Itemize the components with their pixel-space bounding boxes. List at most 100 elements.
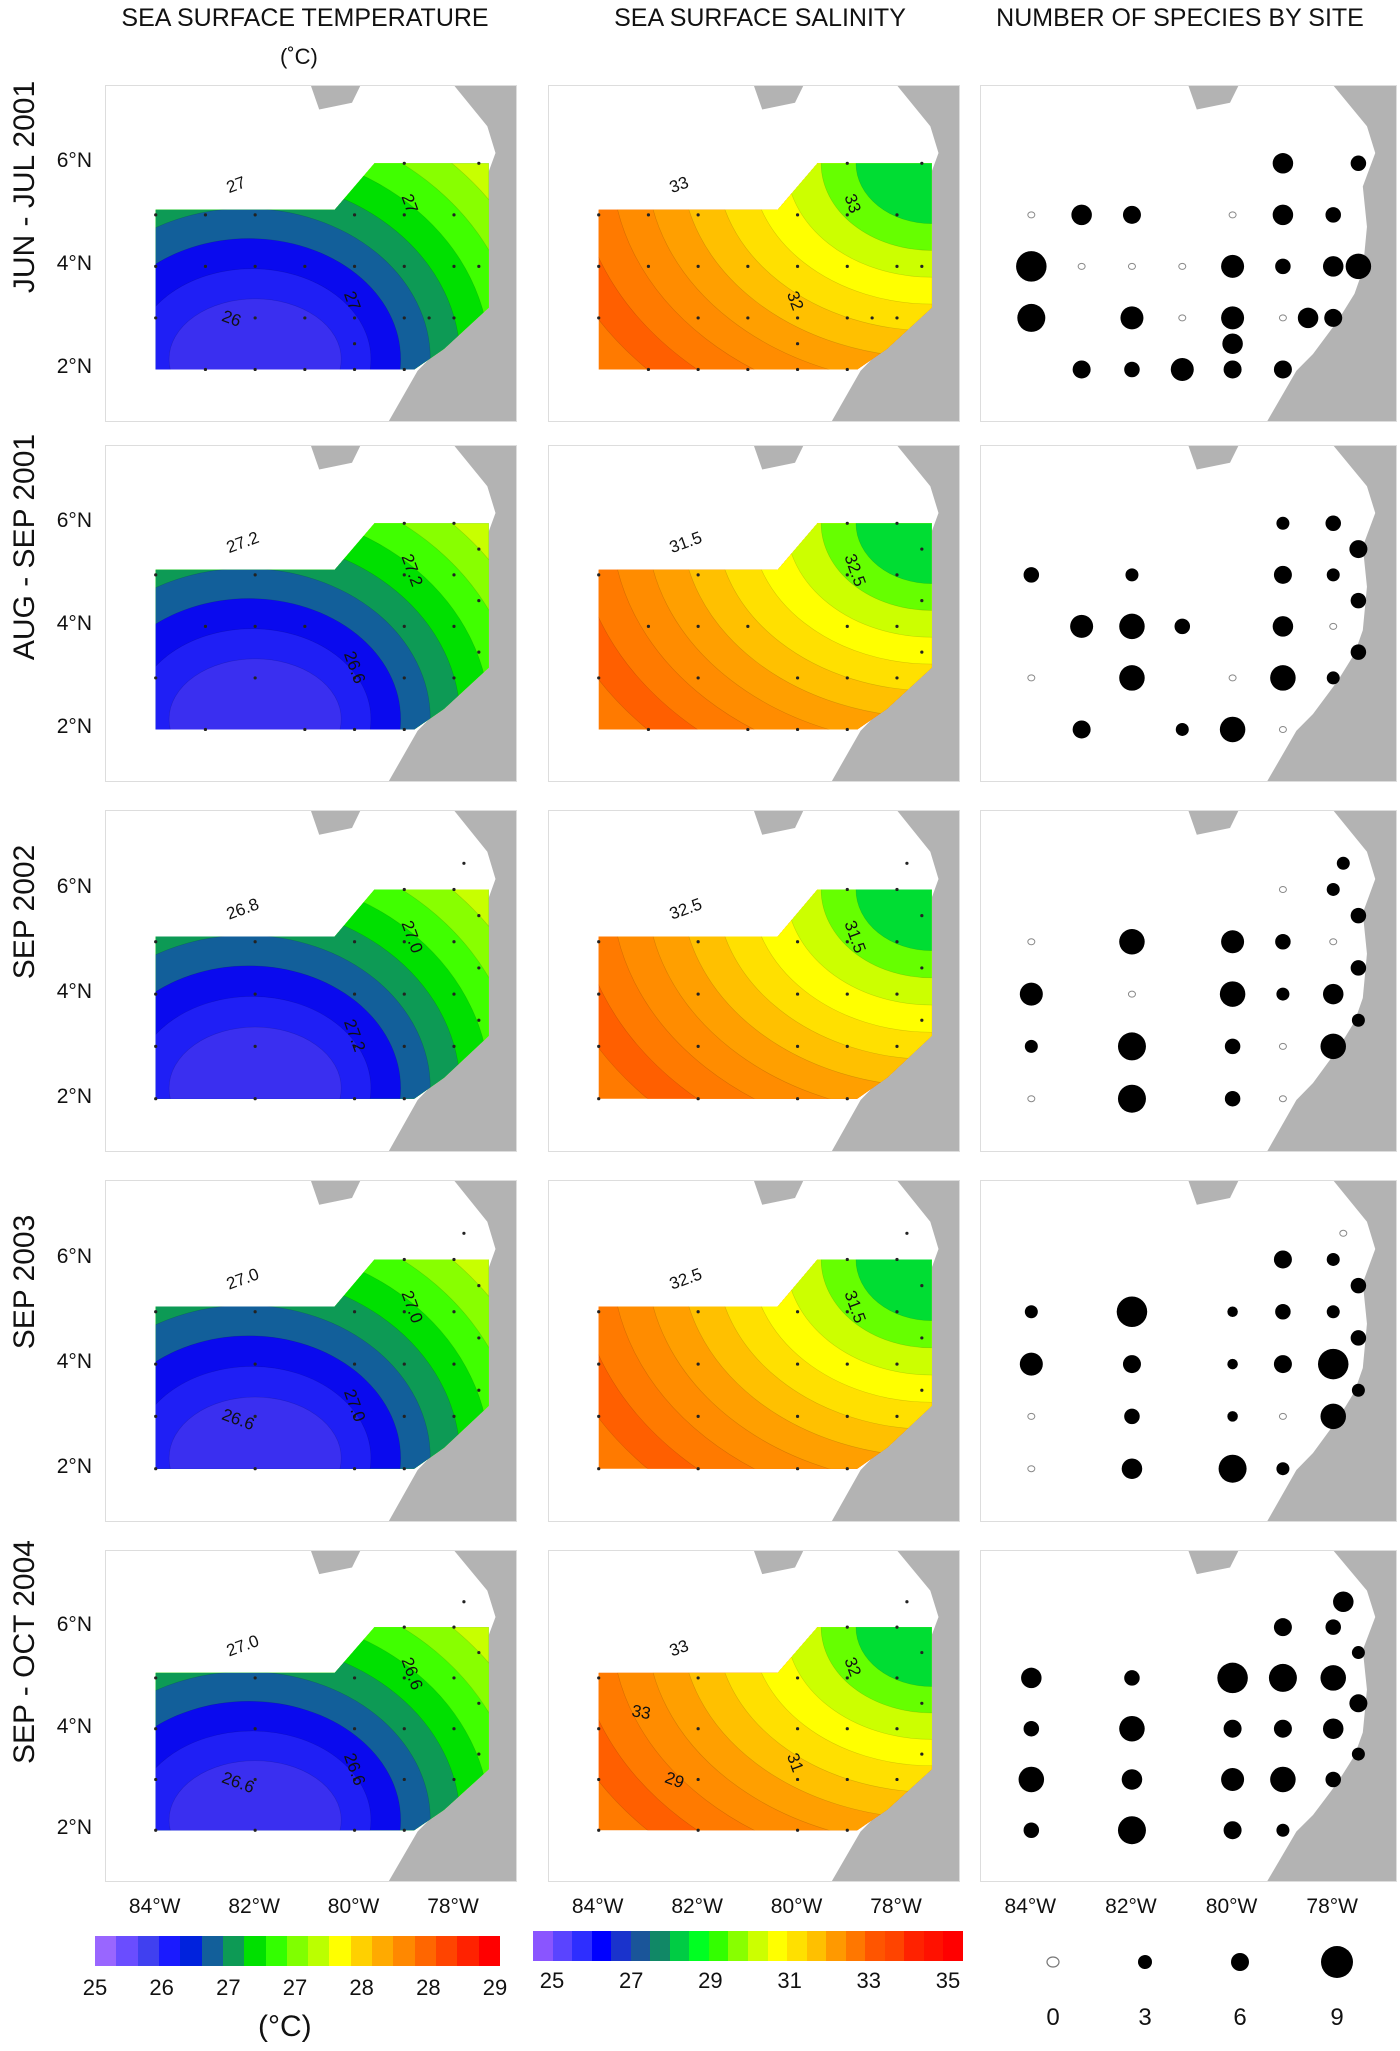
species-marker-zero [1228,211,1237,219]
station-dot [154,676,158,680]
species-marker [1320,1403,1346,1430]
station-dot [154,992,158,996]
station-dot [646,727,651,732]
sst-panel-4: 27.0 27.0 27.0 26.6 [105,1180,517,1522]
sst-contour-field [155,523,489,730]
species-marker [1124,1670,1140,1686]
colorbar-swatch [457,1936,479,1966]
species-marker [1273,1250,1292,1269]
station-dot [303,264,307,268]
station-dot [452,1362,456,1366]
colorbar-swatch [393,1936,415,1966]
sst-colorbar-unit: (°C) [258,2010,312,2043]
species-marker [1023,1720,1040,1737]
station-dot [895,521,899,525]
species-marker [1273,565,1292,584]
station-dot [402,1625,406,1629]
colorbar-swatch [350,1936,373,1966]
y-tick-label: 4°N [56,1714,92,1738]
species-marker [1276,1823,1290,1837]
land-island [311,1551,361,1575]
species-marker-zero [1339,1229,1348,1237]
species-marker [1071,204,1092,226]
species-marker [1119,1715,1145,1742]
land-coast [388,446,516,781]
species-marker [1326,882,1340,896]
station-dot [477,650,481,654]
station-dot [597,1362,601,1366]
station-dot [597,264,601,268]
species-panel-1 [980,85,1397,422]
colorbar-swatch [806,1931,827,1961]
station-dot [352,1676,357,1680]
station-dot [477,1752,481,1756]
species-marker [1023,567,1040,583]
colorbar-tick-label: 25 [539,1968,565,1993]
x-tick-label: 80°W [327,1895,380,1918]
species-marker [1124,1408,1140,1425]
station-dot [895,316,899,320]
land-island [311,86,361,110]
species-marker [1324,308,1343,327]
station-dot [427,316,431,320]
contour-label: 27.2 [224,528,262,557]
station-dot [845,727,849,732]
species-marker [1326,671,1340,685]
station-dot [597,992,601,996]
station-dot [845,1362,849,1366]
colorbar-swatch [95,1936,117,1966]
species-marker [1320,1665,1346,1691]
sss-panel-5: 33 32 31 29 33 [548,1550,960,1882]
station-dot [253,213,257,217]
y-tick-label: 6°N [56,509,92,533]
station-dot [452,887,456,892]
species-marker-zero [1027,674,1036,682]
station-dot [253,940,257,944]
species-marker [1351,1383,1365,1397]
species-marker-zero [1278,1042,1287,1050]
y-tick-label: 4°N [56,252,92,276]
colorbar-swatch [748,1931,768,1961]
station-dot [597,1676,601,1680]
station-dot [402,367,406,372]
land-coast [831,86,959,421]
station-dot [477,599,481,603]
legend-label: 0 [1046,2004,1060,2031]
species-marker [1221,930,1245,954]
species-marker-zero [1178,262,1187,270]
species-marker [1221,1767,1245,1791]
row-label-5: SEP - OCT 2004 [8,1540,41,1765]
station-dot [795,213,800,217]
station-dot [696,1310,700,1314]
station-dot [920,547,924,551]
species-marker [1227,1358,1238,1370]
station-dot [477,1701,481,1705]
station-dot [696,1362,700,1366]
station-dot [845,676,849,680]
y-tick-label: 2°N [56,715,92,739]
station-dot [253,1310,257,1314]
species-marker-zero [1027,211,1036,219]
station-dot [646,367,651,372]
land-coast [1267,1551,1396,1881]
sst-panel-3: 26.8 27.0 27.2 [105,810,517,1152]
station-dot [253,1777,257,1782]
station-dot [795,316,800,320]
land-coast [1267,1181,1396,1521]
legend-label: 3 [1138,2004,1152,2031]
species-marker [1275,934,1291,950]
land-island [754,446,804,470]
station-dot [462,1600,466,1604]
sss-panel-2: 31.5 32.5 [548,445,960,782]
species-marker [1224,1038,1241,1055]
species-marker [1325,515,1341,532]
species-marker [1227,1306,1238,1318]
species-marker [1072,720,1091,739]
land-island [1188,811,1239,835]
station-dot [696,1044,700,1048]
station-dot [253,1044,257,1048]
station-dot [253,676,257,680]
station-dot [352,1777,357,1782]
station-dot [646,624,651,628]
y-tick-label: 6°N [56,875,92,899]
